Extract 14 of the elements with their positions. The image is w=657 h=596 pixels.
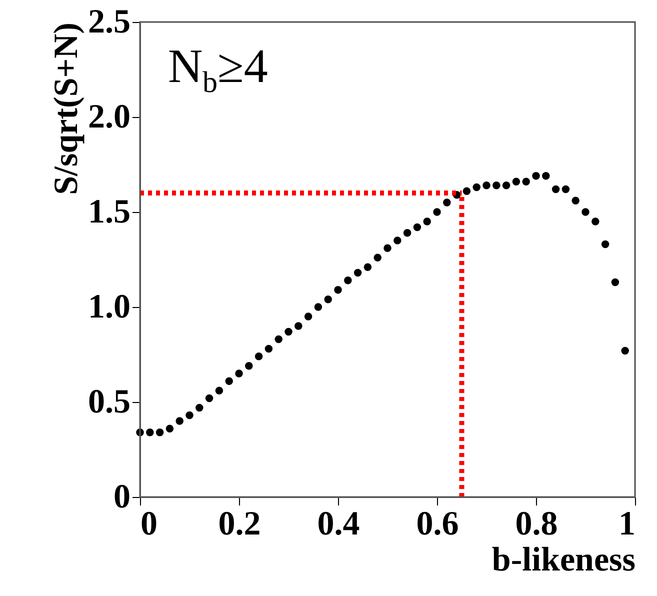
y-axis-title: S/sqrt(S+N) xyxy=(48,22,85,195)
y-tick-label: 0.5 xyxy=(88,384,130,420)
x-tick-label: 0.4 xyxy=(317,506,360,542)
x-tick-label: 0.2 xyxy=(218,506,261,542)
x-tick-label: 0 xyxy=(140,506,158,542)
x-axis-title: b-likeness xyxy=(492,542,636,578)
y-tick-label: 1.5 xyxy=(88,194,130,230)
y-tick-label: 2.5 xyxy=(88,4,130,40)
y-tick-label: 2.0 xyxy=(88,98,130,136)
x-tick-label: 1 xyxy=(618,506,636,542)
x-tick-label: 0.6 xyxy=(416,506,459,542)
x-tick-label: 0.8 xyxy=(515,506,558,542)
y-tick-label: 0 xyxy=(114,478,130,516)
y-tick-label: 1.0 xyxy=(88,288,130,326)
